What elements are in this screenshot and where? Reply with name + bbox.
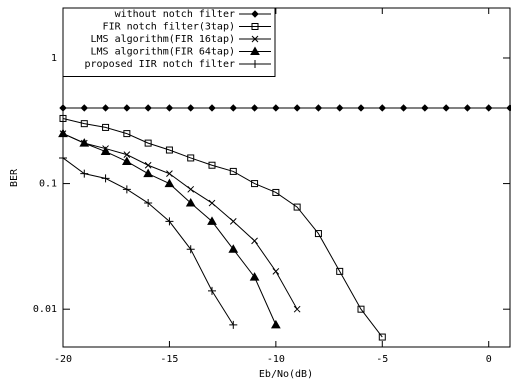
marker xyxy=(506,104,511,112)
marker xyxy=(228,244,239,253)
legend-label: without notch filter xyxy=(115,9,235,20)
marker xyxy=(251,10,259,18)
marker xyxy=(102,123,110,131)
marker xyxy=(185,198,196,207)
marker xyxy=(166,170,173,177)
marker xyxy=(143,168,154,178)
marker xyxy=(187,185,195,193)
marker xyxy=(293,104,301,112)
marker xyxy=(100,146,111,156)
marker xyxy=(229,104,237,112)
marker xyxy=(272,104,280,112)
marker xyxy=(357,305,365,313)
marker xyxy=(336,104,344,112)
marker xyxy=(144,199,153,208)
x-tick-label: -10 xyxy=(267,354,285,365)
marker xyxy=(229,320,238,329)
legend-label: LMS algorithm(FIR 16tap) xyxy=(91,34,236,45)
marker xyxy=(59,104,67,112)
marker xyxy=(249,272,260,281)
marker xyxy=(208,199,216,207)
y-tick-label: 0.1 xyxy=(39,179,57,190)
marker xyxy=(187,154,195,162)
marker xyxy=(101,104,110,112)
y-tick-label: 0.01 xyxy=(33,304,57,315)
series-line xyxy=(62,133,277,326)
marker xyxy=(165,146,173,154)
marker xyxy=(80,169,89,178)
marker xyxy=(378,333,386,341)
series-line xyxy=(62,133,298,310)
marker xyxy=(165,104,174,112)
marker xyxy=(293,305,301,313)
marker xyxy=(485,104,493,112)
marker xyxy=(272,188,280,196)
marker xyxy=(122,185,131,194)
marker xyxy=(59,153,67,162)
x-tick-label: 0 xyxy=(486,354,492,365)
marker xyxy=(293,203,301,211)
marker xyxy=(208,286,216,295)
marker xyxy=(144,161,152,169)
marker xyxy=(314,104,323,112)
marker xyxy=(251,180,259,188)
x-tick-label: -15 xyxy=(160,354,178,365)
marker xyxy=(251,237,258,245)
marker xyxy=(442,104,450,112)
marker xyxy=(208,104,216,112)
y-axis-label: BER xyxy=(9,168,20,187)
marker xyxy=(463,104,472,112)
marker xyxy=(336,267,344,275)
marker xyxy=(186,245,195,254)
marker xyxy=(250,104,259,112)
marker xyxy=(164,178,175,188)
marker xyxy=(208,161,216,169)
marker xyxy=(251,35,259,43)
marker xyxy=(314,230,322,238)
marker xyxy=(101,174,110,183)
legend: without notch filter FIR notch filter(3ta… xyxy=(62,7,276,77)
legend-box xyxy=(62,7,276,77)
marker xyxy=(272,268,280,275)
marker xyxy=(80,104,88,112)
marker xyxy=(123,130,131,138)
marker xyxy=(378,104,386,112)
marker xyxy=(251,60,259,68)
x-tick-label: -20 xyxy=(54,354,72,365)
x-axis-label: Eb/No(dB) xyxy=(259,369,313,380)
marker xyxy=(229,218,237,225)
marker xyxy=(123,151,131,158)
x-tick-label: -5 xyxy=(376,354,388,365)
marker xyxy=(421,104,429,112)
legend-label: proposed IIR notch filter xyxy=(84,59,235,70)
y-tick-label: 1 xyxy=(51,53,57,64)
legend-label: LMS algorithm(FIR 64tap) xyxy=(91,47,236,58)
marker xyxy=(399,104,408,112)
marker xyxy=(187,104,195,112)
marker xyxy=(357,104,365,112)
marker xyxy=(58,128,68,138)
legend-label: FIR notch filter(3tap) xyxy=(103,22,235,33)
marker xyxy=(207,216,217,225)
marker xyxy=(229,167,237,175)
marker xyxy=(144,139,152,147)
series-line xyxy=(62,157,234,326)
marker xyxy=(165,217,174,226)
marker xyxy=(79,138,90,147)
marker xyxy=(80,120,88,128)
marker xyxy=(59,114,67,122)
series-line xyxy=(62,117,383,338)
marker xyxy=(121,156,132,165)
marker xyxy=(250,46,260,55)
marker xyxy=(270,319,281,329)
marker xyxy=(251,23,259,30)
marker xyxy=(144,104,152,112)
plot-frame xyxy=(62,7,511,348)
marker xyxy=(123,104,131,112)
